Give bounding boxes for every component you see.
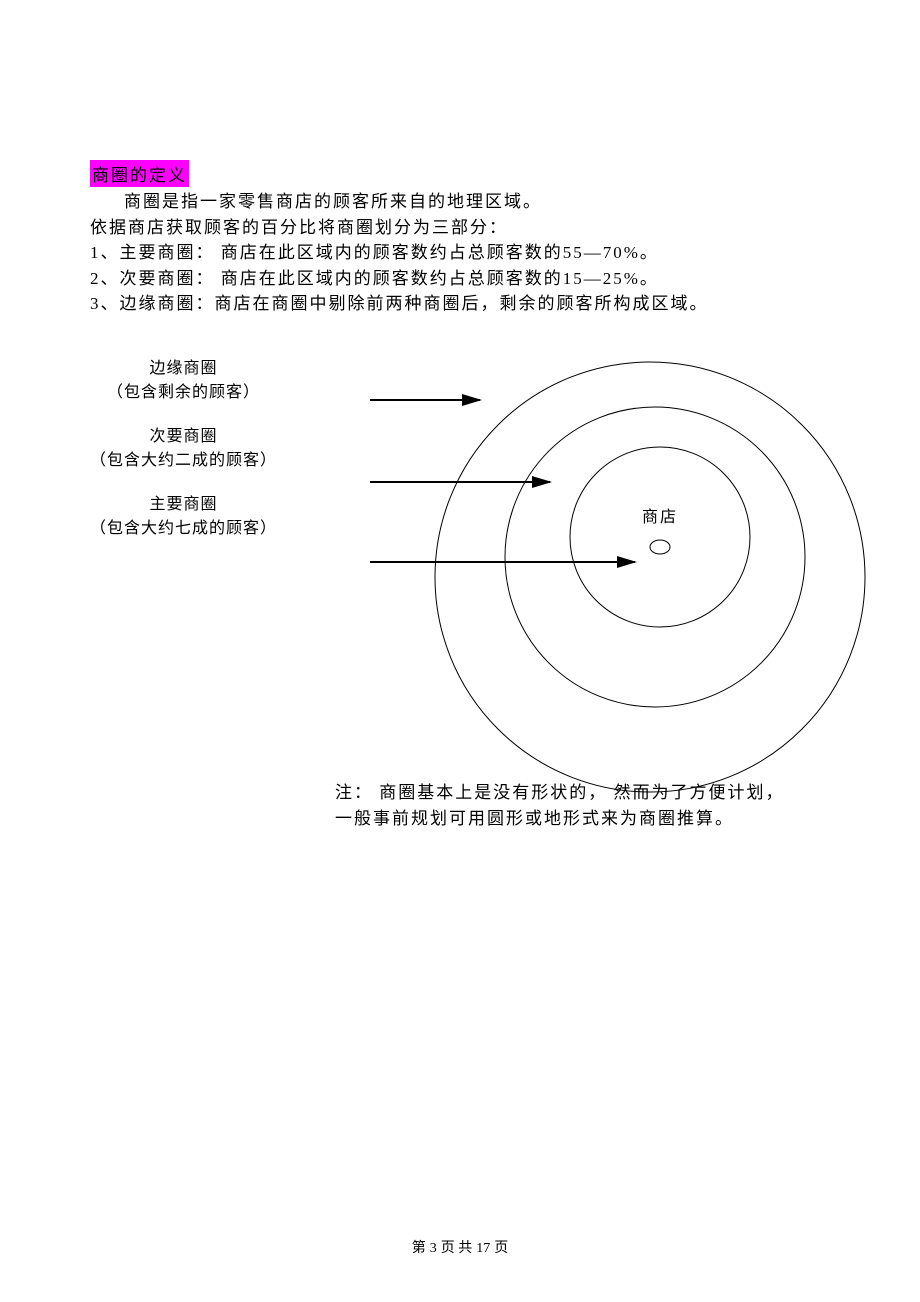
center-dot [650, 540, 670, 554]
page-footer: 第 3 页 共 17 页 [0, 1237, 920, 1257]
section-intro: 依据商店获取顾客的百分比将商圈划分为三部分： [90, 215, 830, 241]
intro-paragraph: 商圈是指一家零售商店的顾客所来自的地理区域。 [90, 189, 830, 215]
label-middle-sub: （包含大约二成的顾客） [90, 449, 277, 473]
concentric-circles-diagram: 商店 [370, 337, 920, 837]
page-title: 商圈的定义 [90, 160, 189, 187]
note-text: 注： 商圈基本上是没有形状的， 然而为了方便计划， 一般事前规划可用圆形或地形式… [335, 780, 785, 831]
label-inner-sub: （包含大约七成的顾客） [90, 517, 277, 541]
label-middle-title: 次要商圈 [90, 425, 277, 449]
footer-suffix: 页 [494, 1241, 508, 1256]
inner-circle [570, 447, 750, 627]
list-item-1: 1、主要商圈： 商店在此区域内的顾客数约占总顾客数的55—70%。 [90, 240, 830, 266]
label-outer-title: 边缘商圈 [90, 357, 277, 381]
footer-mid: 页 共 [441, 1241, 473, 1256]
note-line-2: 一般事前规划可用圆形或地形式来为商圈推算。 [335, 806, 785, 832]
middle-circle [505, 407, 805, 707]
label-inner-title: 主要商圈 [90, 493, 277, 517]
outer-circle [435, 362, 865, 792]
label-outer-sub: （包含剩余的顾客） [90, 381, 277, 405]
note-line-1: 注： 商圈基本上是没有形状的， 然而为了方便计划， [335, 780, 785, 806]
label-outer: 边缘商圈 （包含剩余的顾客） [90, 357, 277, 405]
footer-prefix: 第 [412, 1241, 426, 1256]
label-middle: 次要商圈 （包含大约二成的顾客） [90, 425, 277, 473]
label-inner: 主要商圈 （包含大约七成的顾客） [90, 493, 277, 541]
footer-current-page: 3 [430, 1241, 437, 1256]
footer-total-pages: 17 [476, 1241, 490, 1256]
document-content: 商圈的定义 商圈是指一家零售商店的顾客所来自的地理区域。 依据商店获取顾客的百分… [0, 0, 920, 887]
list-item-3: 3、边缘商圈：商店在商圈中剔除前两种商圈后，剩余的顾客所构成区域。 [90, 291, 830, 317]
list-item-2: 2、次要商圈： 商店在此区域内的顾客数约占总顾客数的15—25%。 [90, 266, 830, 292]
side-labels: 边缘商圈 （包含剩余的顾客） 次要商圈 （包含大约二成的顾客） 主要商圈 （包含… [90, 357, 277, 561]
center-label: 商店 [642, 508, 678, 526]
